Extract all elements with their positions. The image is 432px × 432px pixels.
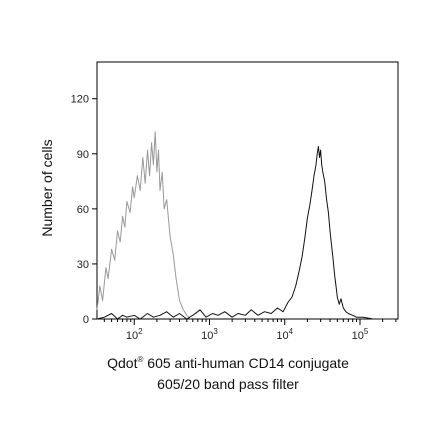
y-tick-label: 60 [77, 204, 89, 216]
y-tick-label: 30 [77, 259, 89, 271]
plot-frame [96, 61, 399, 320]
y-tick-label: 0 [83, 314, 89, 326]
y-tick-label: 90 [77, 149, 89, 161]
x-axis-label-line2: 605/20 band pass filter [157, 376, 299, 392]
x-axis-ticks: 102 103 104 105 [103, 319, 397, 342]
y-axis-ticks: 0 30 60 90 120 [71, 94, 97, 326]
y-tick-label: 120 [71, 94, 89, 106]
histogram-series-2 [96, 145, 396, 320]
x-tick-label: 104 [276, 327, 293, 342]
histogram-series-1 [96, 131, 191, 320]
x-tick-label: 103 [201, 327, 218, 342]
plot-area [96, 61, 399, 320]
x-tick-label: 105 [352, 327, 369, 342]
x-axis-label: Qdot® 605 anti-human CD14 conjugate [107, 355, 349, 371]
y-axis-label: Number of cells [39, 139, 55, 236]
x-tick-label: 102 [126, 327, 143, 342]
